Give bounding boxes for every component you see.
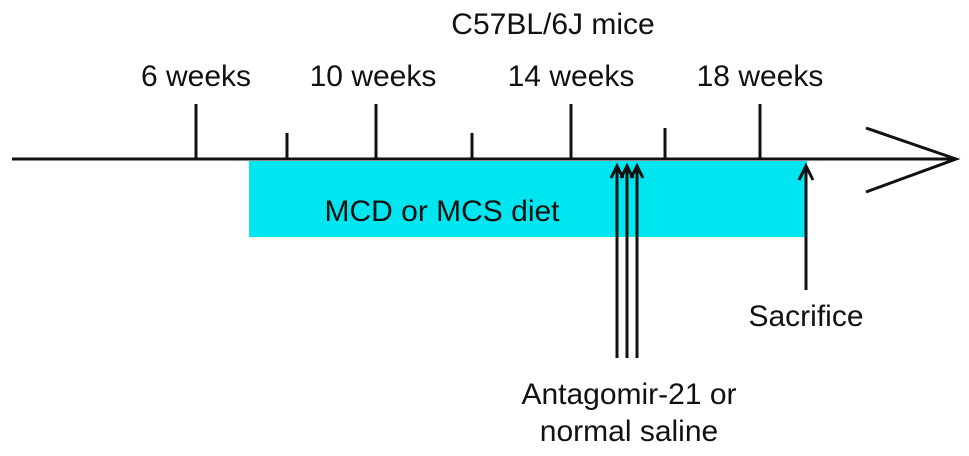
injection-label-line1: Antagomir-21 or <box>521 378 737 411</box>
week-label-14: 14 weeks <box>507 60 635 93</box>
sacrifice-arrow <box>797 162 815 290</box>
sacrifice-label: Sacrifice <box>748 300 864 333</box>
week-label-18: 18 weeks <box>696 60 824 93</box>
injection-label: Antagomir-21 or normal saline <box>521 376 736 450</box>
diet-bar <box>249 161 807 237</box>
injection-label-line2: normal saline <box>539 415 719 448</box>
injection-arrows <box>609 162 645 358</box>
timeline-arrowhead <box>865 126 961 194</box>
diagram-title: C57BL/6J mice <box>451 8 655 41</box>
week-label-10: 10 weeks <box>309 60 437 93</box>
diet-label: MCD or MCS diet <box>324 195 560 228</box>
week-label-6: 6 weeks <box>140 60 252 93</box>
